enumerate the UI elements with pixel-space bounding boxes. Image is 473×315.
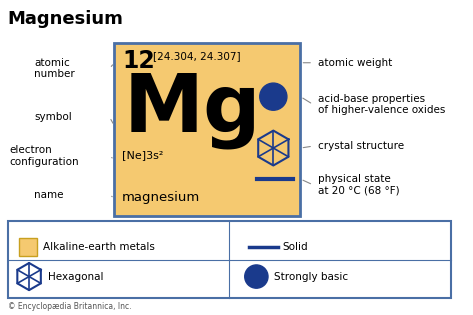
Circle shape xyxy=(260,83,287,110)
Text: Magnesium: Magnesium xyxy=(8,10,123,28)
Text: © Encyclopædia Britannica, Inc.: © Encyclopædia Britannica, Inc. xyxy=(8,302,131,311)
Text: acid-base properties
of higher-valence oxides: acid-base properties of higher-valence o… xyxy=(318,94,445,115)
Text: Alkaline-earth metals: Alkaline-earth metals xyxy=(43,242,155,252)
Text: physical state
at 20 °C (68 °F): physical state at 20 °C (68 °F) xyxy=(318,174,400,196)
FancyBboxPatch shape xyxy=(114,43,300,216)
Text: electron
configuration: electron configuration xyxy=(9,145,79,167)
Text: Hexagonal: Hexagonal xyxy=(48,272,104,282)
Text: Strongly basic: Strongly basic xyxy=(274,272,348,282)
Text: Solid: Solid xyxy=(282,242,308,252)
Circle shape xyxy=(245,265,268,288)
Text: Mg: Mg xyxy=(124,71,262,148)
Text: [Ne]3s²: [Ne]3s² xyxy=(122,150,164,160)
FancyBboxPatch shape xyxy=(8,221,451,298)
Text: 12: 12 xyxy=(122,49,155,73)
Text: crystal structure: crystal structure xyxy=(318,141,404,151)
Text: name: name xyxy=(34,190,63,200)
Text: symbol: symbol xyxy=(34,112,72,122)
Text: atomic
number: atomic number xyxy=(34,58,75,79)
Text: magnesium: magnesium xyxy=(122,191,201,204)
Text: atomic weight: atomic weight xyxy=(318,58,392,68)
Text: [24.304, 24.307]: [24.304, 24.307] xyxy=(153,51,241,61)
FancyBboxPatch shape xyxy=(19,238,37,256)
